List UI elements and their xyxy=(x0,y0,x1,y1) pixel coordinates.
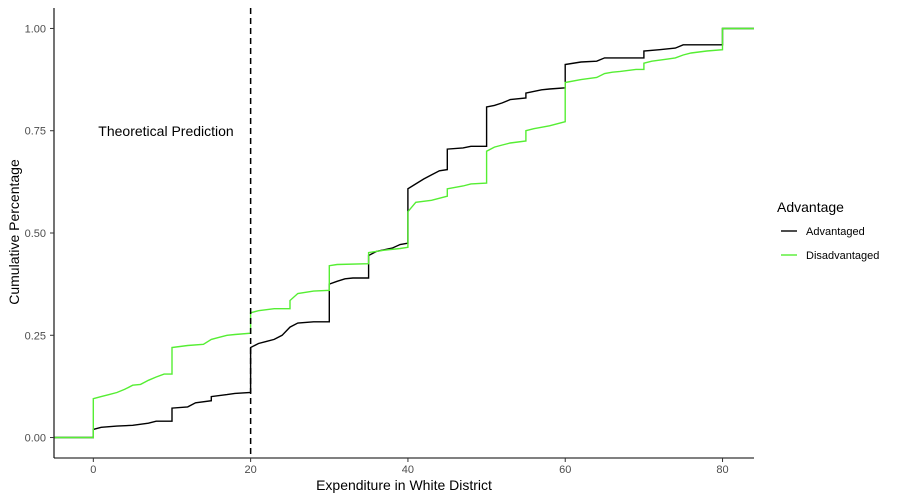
y-axis-ticks: 0.00 0.25 0.50 0.75 1.00 xyxy=(25,23,54,445)
legend: Advantage Advantaged Disadvantaged xyxy=(777,199,879,262)
legend-title: Advantage xyxy=(777,199,844,215)
y-tick-label: 0.75 xyxy=(25,126,46,138)
x-tick-label: 80 xyxy=(716,464,728,476)
theoretical-prediction-label: Theoretical Prediction xyxy=(98,123,233,139)
series-line-disadvantaged xyxy=(54,27,754,439)
y-tick-label: 1.00 xyxy=(25,23,46,35)
x-tick-label: 0 xyxy=(90,464,96,476)
y-tick-label: 0.25 xyxy=(25,330,46,342)
x-tick-label: 20 xyxy=(245,464,257,476)
y-tick-label: 0.00 xyxy=(25,433,46,445)
x-axis-title: Expenditure in White District xyxy=(316,477,492,493)
x-axis-ticks: 0 20 40 60 80 xyxy=(90,458,729,476)
legend-label-advantaged: Advantaged xyxy=(806,226,865,238)
plot-area xyxy=(54,27,754,439)
y-tick-label: 0.50 xyxy=(25,228,46,240)
legend-label-disadvantaged: Disadvantaged xyxy=(806,250,879,262)
x-tick-label: 60 xyxy=(559,464,571,476)
series-line-advantaged xyxy=(54,27,754,439)
x-tick-label: 40 xyxy=(402,464,414,476)
y-axis-title: Cumulative Percentage xyxy=(6,159,22,305)
